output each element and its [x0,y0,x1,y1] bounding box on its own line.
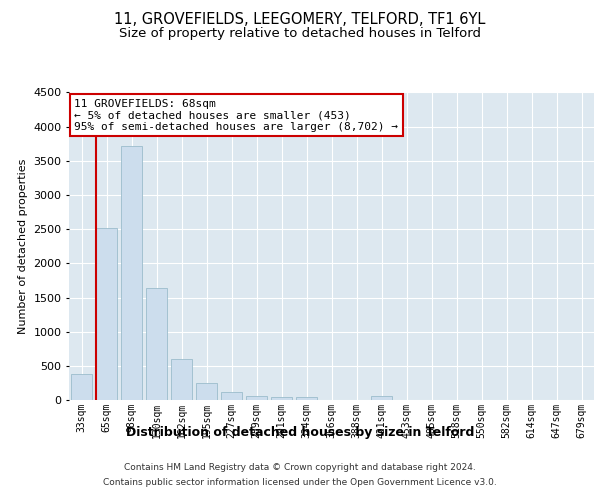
Bar [221,392,242,400]
Bar [196,384,217,400]
Bar [371,396,392,400]
Text: 11, GROVEFIELDS, LEEGOMERY, TELFORD, TF1 6YL: 11, GROVEFIELDS, LEEGOMERY, TELFORD, TF1… [115,12,485,28]
Bar [121,146,142,400]
Text: Distribution of detached houses by size in Telford: Distribution of detached houses by size … [126,426,474,439]
Y-axis label: Number of detached properties: Number of detached properties [17,158,28,334]
Bar [296,397,317,400]
Text: Contains HM Land Registry data © Crown copyright and database right 2024.: Contains HM Land Registry data © Crown c… [124,463,476,472]
Bar [271,396,292,400]
Bar [96,228,117,400]
Bar [171,359,192,400]
Text: Size of property relative to detached houses in Telford: Size of property relative to detached ho… [119,28,481,40]
Text: Contains public sector information licensed under the Open Government Licence v3: Contains public sector information licen… [103,478,497,487]
Text: 11 GROVEFIELDS: 68sqm
← 5% of detached houses are smaller (453)
95% of semi-deta: 11 GROVEFIELDS: 68sqm ← 5% of detached h… [74,98,398,132]
Bar [71,374,92,400]
Bar [146,288,167,400]
Bar [246,396,267,400]
